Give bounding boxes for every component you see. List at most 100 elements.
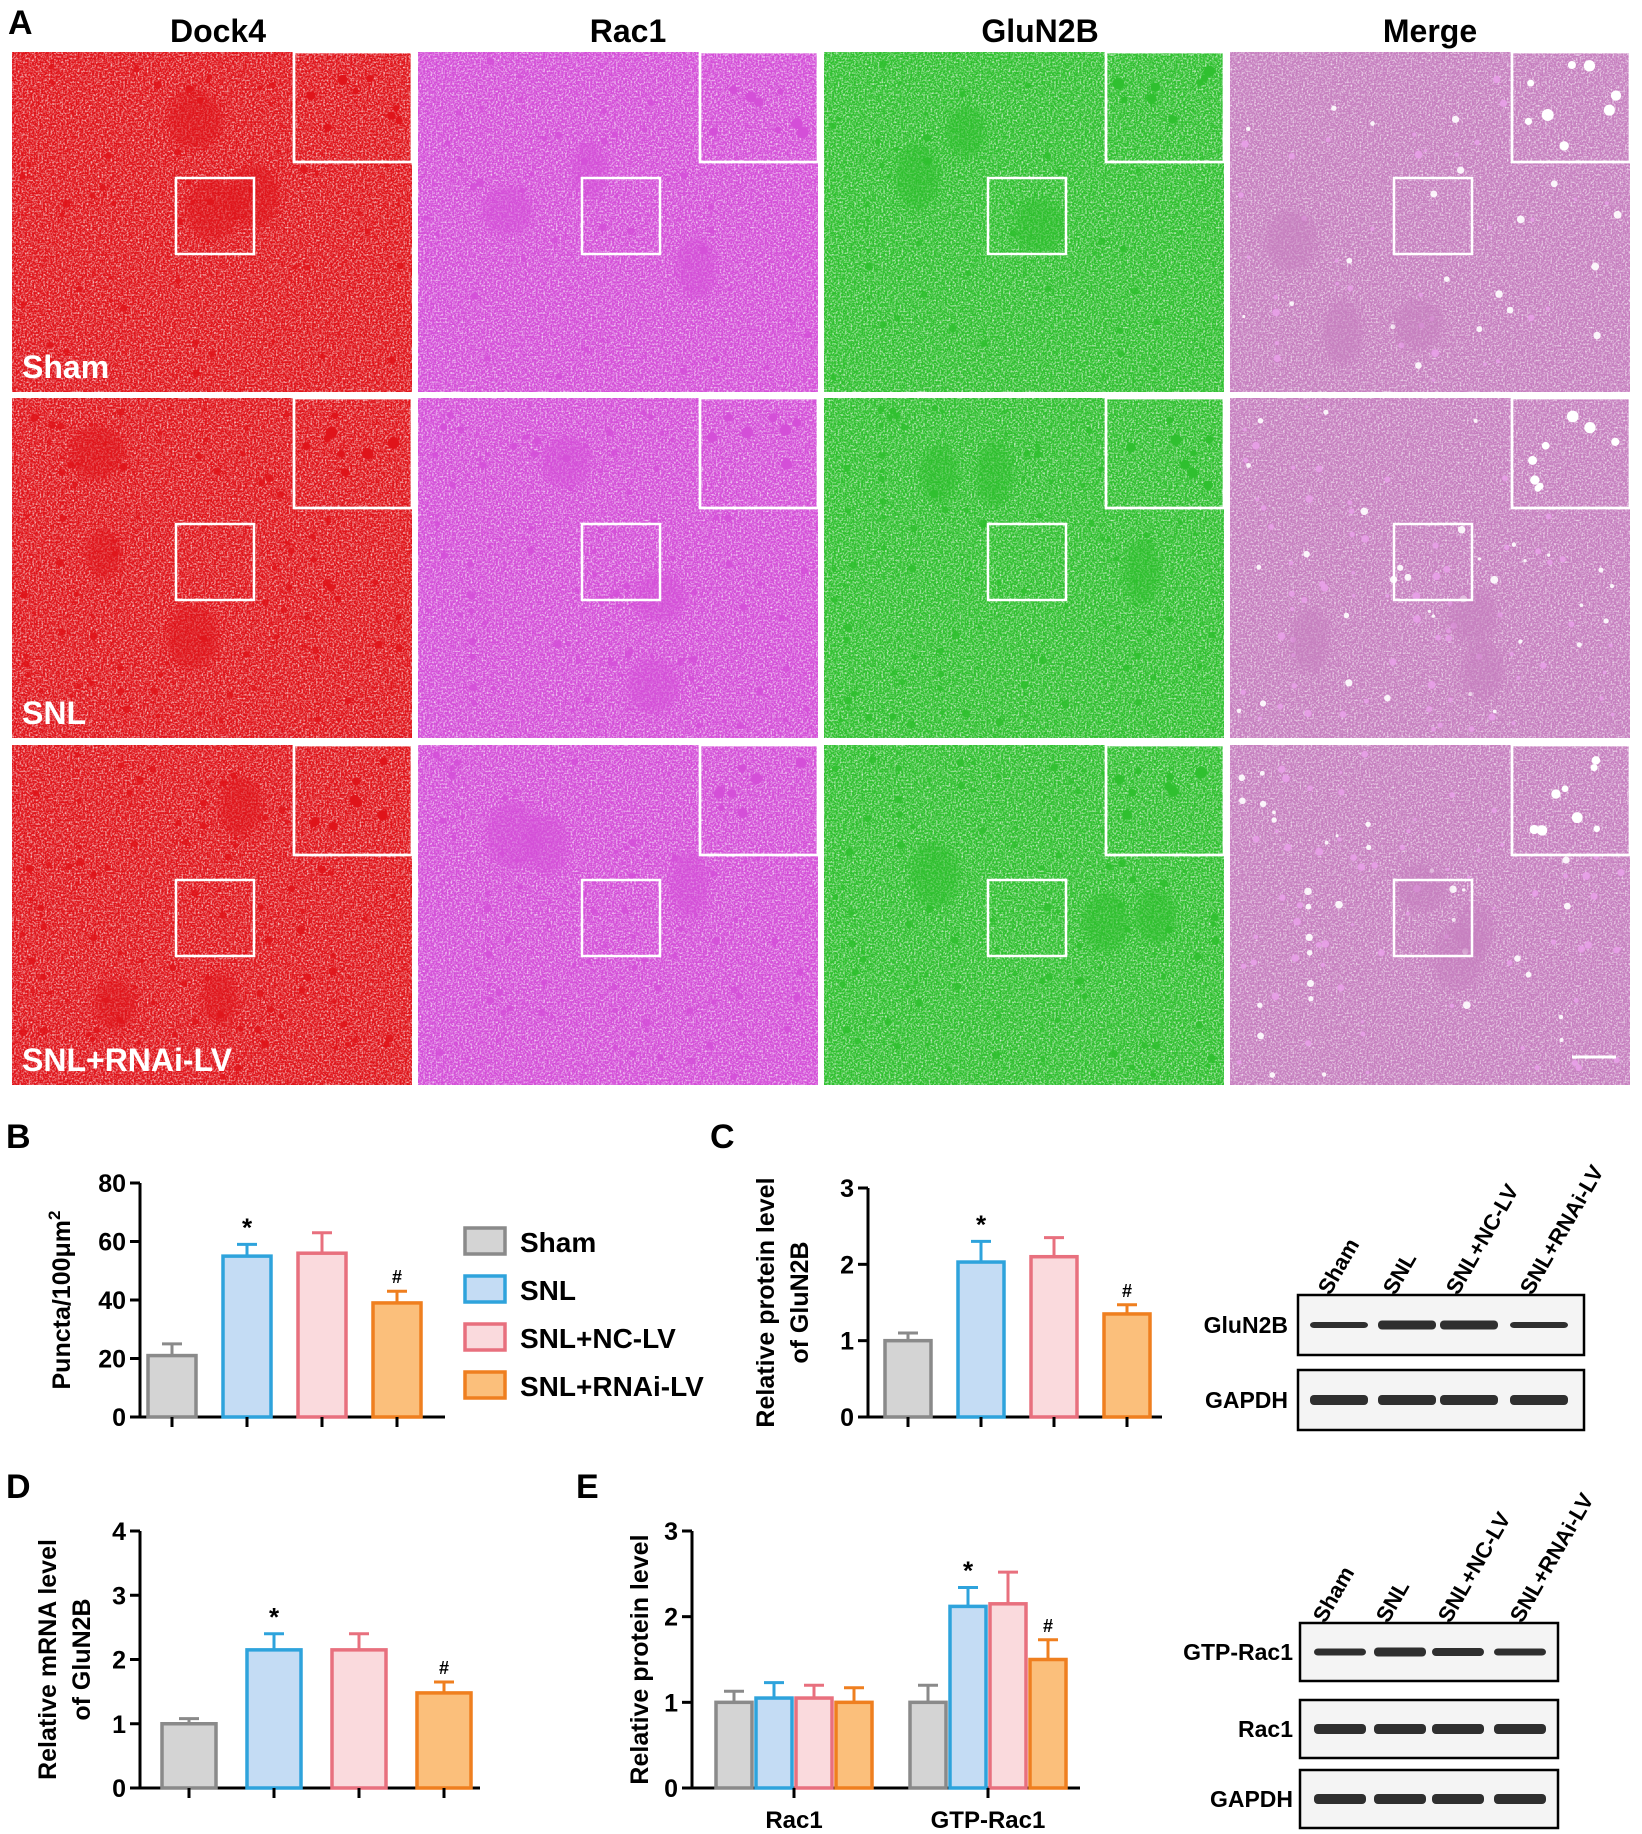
punctum	[1371, 862, 1378, 869]
inset-punctum	[774, 126, 782, 134]
punctum	[473, 1003, 478, 1008]
punctum	[372, 579, 379, 586]
punctum	[200, 822, 208, 830]
punctum	[133, 66, 140, 73]
punctum	[1245, 126, 1251, 132]
punctum	[555, 373, 563, 381]
punctum	[1153, 998, 1157, 1002]
inset-punctum	[1528, 455, 1538, 465]
cell-body	[1290, 608, 1330, 674]
punctum	[74, 752, 81, 758]
punctum	[736, 992, 743, 999]
punctum	[552, 759, 556, 764]
punctum	[1305, 1040, 1312, 1047]
punctum	[1050, 763, 1059, 771]
punctum	[388, 356, 396, 364]
punctum	[1024, 82, 1031, 89]
punctum	[642, 1018, 651, 1027]
punctum	[631, 934, 636, 939]
punctum	[1323, 409, 1329, 415]
inset-punctum	[309, 819, 318, 828]
punctum	[982, 330, 986, 335]
punctum	[1074, 270, 1079, 275]
punctum	[1169, 570, 1174, 575]
micrograph-sham-glun2b	[824, 50, 1226, 392]
punctum	[1604, 201, 1609, 206]
punctum	[314, 171, 320, 177]
punctum	[605, 429, 614, 437]
punctum	[517, 74, 522, 79]
inset-punctum	[1200, 74, 1209, 82]
significance-mark: #	[439, 1658, 449, 1678]
punctum	[619, 673, 623, 678]
panel-b-label: B	[6, 1118, 31, 1156]
cell-body	[201, 971, 239, 1027]
punctum	[1399, 844, 1406, 851]
cell-body	[571, 141, 608, 199]
punctum	[1532, 892, 1537, 897]
punctum	[744, 905, 749, 910]
punctum	[1094, 251, 1098, 255]
punctum	[439, 817, 446, 825]
punctum	[1427, 609, 1432, 613]
punctum	[659, 431, 665, 437]
punctum	[1384, 476, 1391, 483]
punctum	[136, 1063, 142, 1068]
inset-punctum	[791, 117, 803, 130]
punctum	[436, 1049, 444, 1057]
inset-punctum	[1146, 93, 1157, 104]
punctum	[1351, 570, 1355, 575]
punctum	[592, 572, 598, 578]
punctum	[1449, 885, 1457, 894]
punctum	[1182, 869, 1187, 874]
punctum	[1412, 132, 1417, 137]
punctum	[500, 1009, 507, 1016]
punctum	[721, 718, 727, 724]
punctum	[696, 1004, 700, 1008]
punctum	[206, 239, 211, 244]
punctum	[1306, 979, 1315, 987]
punctum	[396, 262, 404, 270]
punctum	[1527, 314, 1535, 322]
punctum	[1166, 616, 1174, 624]
punctum	[1573, 197, 1578, 201]
punctum	[804, 706, 810, 712]
punctum	[1576, 642, 1582, 648]
punctum	[1598, 567, 1604, 573]
punctum	[40, 923, 48, 931]
punctum	[588, 692, 592, 696]
inset-texture	[700, 398, 818, 508]
punctum	[970, 760, 976, 766]
punctum	[614, 193, 619, 198]
punctum	[237, 1025, 244, 1032]
bar-gtp-rac1-snl	[948, 1586, 988, 1790]
punctum	[284, 819, 290, 825]
punctum	[864, 202, 870, 208]
punctum	[297, 859, 301, 863]
punctum	[896, 841, 905, 850]
punctum	[469, 653, 476, 660]
punctum	[950, 964, 954, 968]
punctum	[574, 588, 580, 593]
punctum	[1449, 1003, 1455, 1009]
punctum	[641, 126, 648, 133]
punctum	[337, 331, 341, 336]
punctum	[1068, 779, 1073, 784]
punctum	[879, 162, 885, 169]
punctum	[1238, 192, 1244, 198]
punctum	[1490, 575, 1499, 584]
blot-band	[1510, 1395, 1568, 1405]
punctum	[897, 797, 902, 801]
punctum	[1117, 859, 1126, 868]
punctum	[1102, 619, 1107, 625]
punctum	[1613, 210, 1622, 219]
punctum	[111, 709, 116, 713]
punctum	[1113, 556, 1119, 562]
punctum	[395, 614, 402, 621]
chart-e: 0 1 2 3 Rac1 * # GTP-Rac1 Relative protein level	[626, 1518, 1080, 1834]
inset-border	[698, 396, 820, 510]
punctum	[582, 1064, 588, 1069]
inset-punctum	[1541, 108, 1554, 121]
bar-sham	[883, 1331, 933, 1419]
